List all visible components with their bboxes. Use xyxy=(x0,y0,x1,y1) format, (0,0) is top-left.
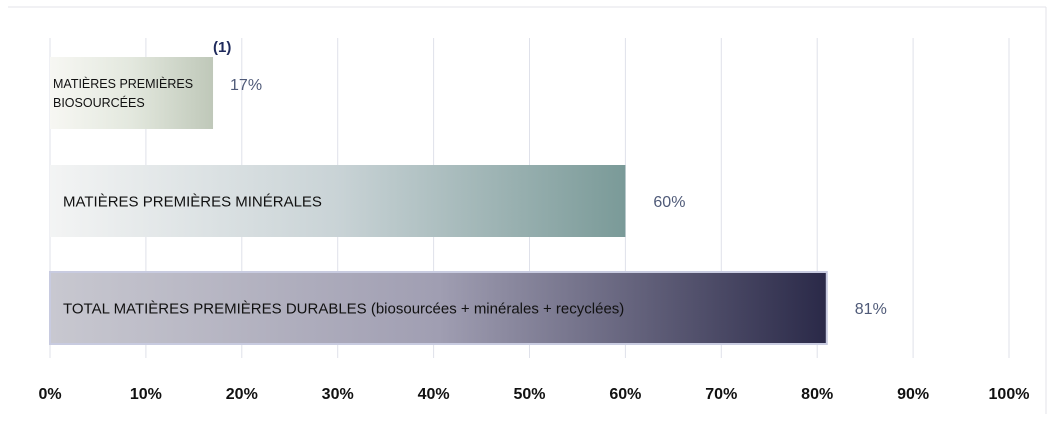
bar-category-label: TOTAL MATIÈRES PREMIÈRES DURABLES (bioso… xyxy=(63,300,624,317)
bar-labels: MATIÈRES PREMIÈRES BIOSOURCÉES MATIÈRES PR… xyxy=(53,76,624,318)
annotation-note: (1) xyxy=(213,39,231,56)
x-tick-label: 30% xyxy=(322,386,354,403)
x-tick-label: 20% xyxy=(226,386,258,403)
value-label: 81% xyxy=(855,301,887,318)
bar-category-label: MATIÈRES PREMIÈRES MINÉRALES xyxy=(63,193,322,210)
x-tick-label: 40% xyxy=(418,386,450,403)
value-label: 17% xyxy=(230,77,262,94)
x-tick-label: 10% xyxy=(130,386,162,403)
value-label: 60% xyxy=(653,194,685,211)
x-axis-tick-labels: 0% 10% 20% 30% 40% 50% 60% 70% 80% 90% 100% xyxy=(38,386,1029,403)
bar xyxy=(49,271,828,345)
x-tick-label: 50% xyxy=(513,386,545,403)
bar xyxy=(50,57,214,129)
x-tick-label: 90% xyxy=(897,386,929,403)
bars xyxy=(49,57,828,345)
bar xyxy=(50,165,626,237)
x-tick-label: 70% xyxy=(705,386,737,403)
chart-frame xyxy=(8,6,1047,414)
value-labels: 17% 60% 81% xyxy=(230,77,887,318)
x-tick-label: 0% xyxy=(38,386,61,403)
x-tick-label: 100% xyxy=(989,386,1030,403)
x-tick-label: 60% xyxy=(609,386,641,403)
bar-category-label: MATIÈRES PREMIÈRES BIOSOURCÉES xyxy=(53,76,193,110)
x-tick-label: 80% xyxy=(801,386,833,403)
